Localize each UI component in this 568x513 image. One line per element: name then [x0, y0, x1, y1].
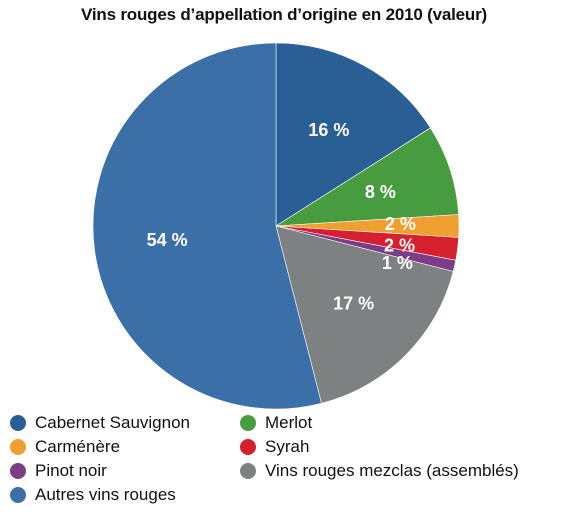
legend-swatch [240, 415, 256, 431]
legend-item: Vins rouges mezclas (assemblés) [240, 460, 519, 482]
legend-item: Autres vins rouges [10, 484, 176, 506]
legend-label: Vins rouges mezclas (assemblés) [265, 461, 519, 480]
legend-label: Syrah [265, 437, 310, 456]
pie-slice-autres-vins-rouges [92, 42, 322, 410]
pie-slice-vins-rouges-mezclas-assembl-s [275, 225, 454, 404]
pie-slice-merlot [275, 127, 459, 227]
pie-data-labels: 16 %8 %2 %2 %1 %17 %54 % [147, 120, 416, 314]
legend-swatch [240, 463, 256, 479]
data-label: 17 % [333, 294, 374, 314]
data-label: 8 % [365, 182, 396, 202]
data-label: 2 % [385, 214, 416, 234]
legend-item: Cabernet Sauvignon [10, 412, 190, 434]
pie-slice-cabernet-sauvignon [275, 42, 431, 227]
legend-label: Pinot noir [35, 461, 107, 480]
data-label: 54 % [147, 230, 188, 250]
pie-slices [92, 42, 460, 410]
legend-label: Autres vins rouges [35, 485, 176, 504]
legend-swatch [10, 463, 26, 479]
chart-title: Vins rouges d’appellation d’origine en 2… [81, 5, 487, 24]
legend-label: Cabernet Sauvignon [35, 413, 191, 432]
legend-item: Pinot noir [10, 460, 107, 482]
legend-label: Carménère [35, 437, 121, 456]
legend-label: Merlot [265, 413, 313, 432]
data-label: 1 % [382, 253, 413, 273]
legend-item: Carménère [10, 436, 120, 458]
legend-item: Syrah [240, 436, 309, 458]
legend-item: Merlot [240, 412, 312, 434]
data-label: 2 % [384, 236, 415, 256]
chart-legend: Cabernet Sauvignon Merlot Carménère Syrah Pi… [10, 412, 568, 508]
legend-swatch [10, 487, 26, 503]
legend-swatch [10, 439, 26, 455]
legend-swatch [240, 439, 256, 455]
data-label: 16 % [308, 120, 349, 140]
pie-chart: 16 %8 %2 %2 %1 %17 %54 % [92, 42, 460, 410]
legend-swatch [10, 415, 26, 431]
